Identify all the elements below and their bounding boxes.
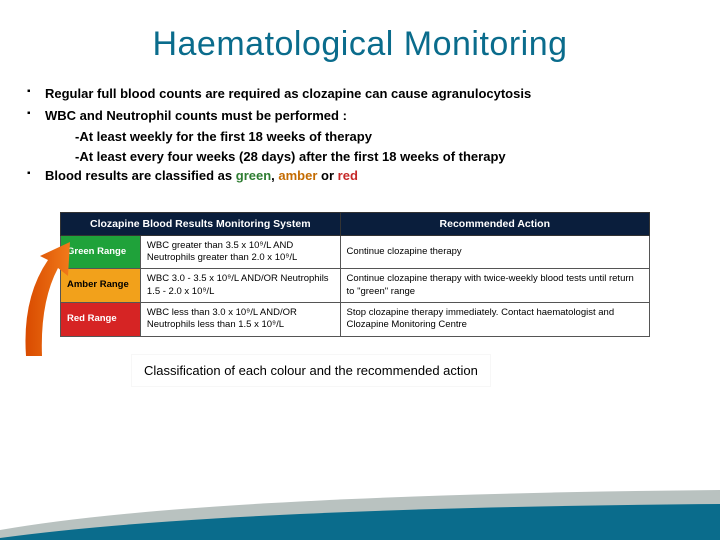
bullet-3: Blood results are classified as green, a… xyxy=(45,166,690,186)
range-criteria: WBC 3.0 - 3.5 x 10⁹/L AND/OR Neutrophils… xyxy=(140,269,340,303)
bullet-list: Regular full blood counts are required a… xyxy=(0,84,720,198)
red-text: red xyxy=(338,168,358,183)
table-row: Green RangeWBC greater than 3.5 x 10⁹/L … xyxy=(61,235,650,269)
header-system: Clozapine Blood Results Monitoring Syste… xyxy=(61,212,341,235)
amber-text: amber xyxy=(278,168,317,183)
bullet-3-text-a: Blood results are classified as xyxy=(45,168,236,183)
bullet-3-text-c: or xyxy=(317,168,337,183)
range-action: Stop clozapine therapy immediately. Cont… xyxy=(340,302,649,336)
table-header-row: Clozapine Blood Results Monitoring Syste… xyxy=(61,212,650,235)
table-row: Red RangeWBC less than 3.0 x 10⁹/L AND/O… xyxy=(61,302,650,336)
bullet-2a: -At least weekly for the first 18 weeks … xyxy=(45,127,690,147)
range-criteria: WBC greater than 3.5 x 10⁹/L AND Neutrop… xyxy=(140,235,340,269)
header-action: Recommended Action xyxy=(340,212,649,235)
page-title: Haematological Monitoring xyxy=(0,0,720,84)
swoosh-decoration xyxy=(0,460,720,540)
table-row: Amber RangeWBC 3.0 - 3.5 x 10⁹/L AND/OR … xyxy=(61,269,650,303)
range-action: Continue clozapine therapy xyxy=(340,235,649,269)
range-action: Continue clozapine therapy with twice-we… xyxy=(340,269,649,303)
green-text: green xyxy=(236,168,271,183)
arrow-icon xyxy=(18,238,78,358)
monitoring-table: Clozapine Blood Results Monitoring Syste… xyxy=(60,212,650,337)
bullet-1: Regular full blood counts are required a… xyxy=(45,84,690,104)
range-criteria: WBC less than 3.0 x 10⁹/L AND/OR Neutrop… xyxy=(140,302,340,336)
table-caption: Classification of each colour and the re… xyxy=(132,355,490,386)
bullet-2: WBC and Neutrophil counts must be perfor… xyxy=(45,106,690,126)
table-area: Clozapine Blood Results Monitoring Syste… xyxy=(0,198,720,386)
bullet-2b: -At least every four weeks (28 days) aft… xyxy=(45,147,690,167)
